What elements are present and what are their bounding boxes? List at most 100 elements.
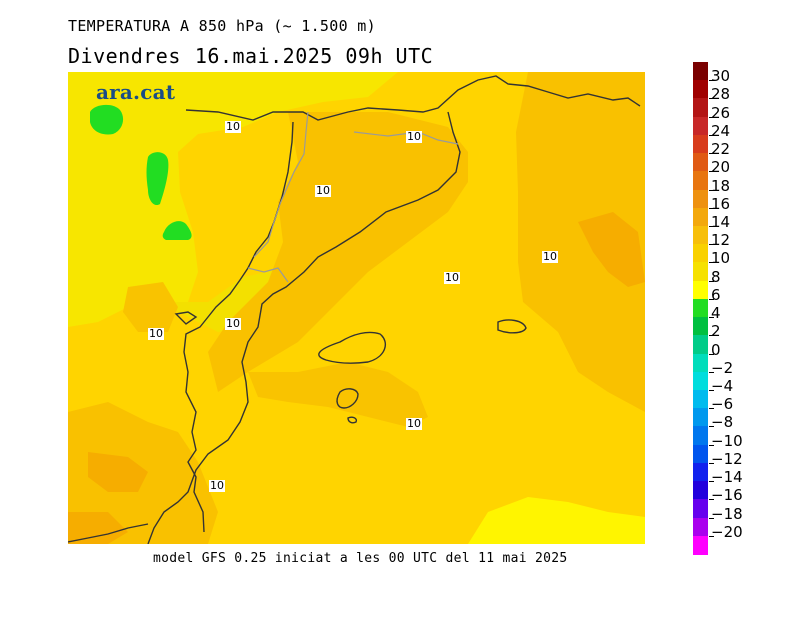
contour-label: 10 xyxy=(209,479,225,492)
colorbar-segment xyxy=(693,535,708,555)
colorbar-label: 4 xyxy=(711,304,721,323)
colorbar-label: 20 xyxy=(711,158,731,177)
colorbar-label: −16 xyxy=(711,486,743,505)
colorbar-tick xyxy=(709,371,714,373)
map-field xyxy=(68,72,645,544)
colorbar-tick xyxy=(709,444,714,446)
colorbar-tick xyxy=(709,98,714,100)
contour-label: 10 xyxy=(315,184,331,197)
colorbar-tick xyxy=(709,226,714,227)
colorbar-label: −20 xyxy=(711,522,743,541)
colorbar-label: −10 xyxy=(711,431,743,450)
colorbar-label: 14 xyxy=(711,213,731,231)
colorbar-label: 18 xyxy=(711,176,731,195)
colorbar-tick xyxy=(709,116,714,118)
colorbar-label: 2 xyxy=(711,322,721,341)
colorbar-label: 10 xyxy=(711,249,731,268)
colorbar-label: 0 xyxy=(711,340,721,359)
colorbar-tick xyxy=(709,517,714,519)
colorbar-label: 12 xyxy=(711,231,731,250)
contour-label: 10 xyxy=(406,417,422,430)
colorbar-label: −2 xyxy=(711,358,734,377)
map-title: TEMPERATURA A 850 hPa (~ 1.500 m) xyxy=(68,17,376,35)
contour-label: 10 xyxy=(542,250,558,263)
contour-label: 10 xyxy=(225,120,241,133)
colorbar-label: 24 xyxy=(711,121,731,140)
colorbar-tick xyxy=(709,499,714,501)
colorbar-tick xyxy=(709,535,714,537)
colorbar-segment xyxy=(693,462,708,482)
colorbar-segment xyxy=(693,317,708,336)
contour-label: 10 xyxy=(444,271,460,284)
temperature-colorbar xyxy=(693,62,708,555)
temperature-map xyxy=(68,72,645,544)
colorbar-tick xyxy=(709,426,714,428)
colorbar-tick xyxy=(709,317,714,319)
colorbar-label: 30 xyxy=(711,67,731,86)
colorbar-segment xyxy=(693,80,708,100)
colorbar-label: −4 xyxy=(711,377,734,395)
colorbar-label: 8 xyxy=(711,267,721,286)
colorbar-tick xyxy=(709,335,714,337)
colorbar-tick xyxy=(709,298,714,300)
field-green-3 xyxy=(162,221,192,240)
field-orange-deep-east xyxy=(578,212,645,287)
colorbar-label: −8 xyxy=(711,413,734,432)
coastlines xyxy=(68,75,641,544)
colorbar-label: −12 xyxy=(711,449,743,468)
colorbar-label: −18 xyxy=(711,504,743,523)
colorbar-segment xyxy=(693,189,708,209)
colorbar-tick xyxy=(709,481,714,483)
colorbar-label: 26 xyxy=(711,103,731,122)
colorbar-tick xyxy=(709,171,714,173)
colorbar-tick xyxy=(709,280,714,282)
colorbar-segment xyxy=(693,62,708,81)
field-orange-deep-sw-corner xyxy=(68,512,128,544)
colorbar-tick xyxy=(709,134,714,136)
colorbar-label: −14 xyxy=(711,468,743,487)
field-green-2 xyxy=(146,152,169,206)
colorbar-tick xyxy=(709,153,714,155)
field-orange-east xyxy=(516,72,645,412)
map-datetime: Divendres 16.mai.2025 09h UTC xyxy=(68,44,433,68)
colorbar-segment xyxy=(693,426,708,446)
contour-label: 10 xyxy=(225,317,241,330)
ara-cat-logo: ara.cat xyxy=(96,80,176,104)
colorbar-segment xyxy=(693,226,708,245)
colorbar-tick xyxy=(709,244,714,246)
colorbar-segment xyxy=(693,353,708,373)
colorbar-segment xyxy=(693,499,708,519)
colorbar-segment xyxy=(693,280,708,300)
colorbar-tick xyxy=(709,390,714,391)
model-info: model GFS 0.25 iniciat a les 00 UTC del … xyxy=(153,551,568,566)
colorbar-label: 16 xyxy=(711,194,731,213)
colorbar-segment xyxy=(693,116,708,136)
colorbar-tick xyxy=(709,462,714,464)
field-orange-west-patch xyxy=(123,282,178,332)
field-yellow-south xyxy=(468,497,645,544)
colorbar-tick xyxy=(709,189,714,191)
colorbar-segment xyxy=(693,335,708,355)
colorbar-segment xyxy=(693,298,708,318)
colorbar-label: 28 xyxy=(711,85,731,104)
field-orange-deep-southwest xyxy=(88,452,148,492)
colorbar-segment xyxy=(693,371,708,391)
colorbar-label: 22 xyxy=(711,140,731,159)
colorbar-segment xyxy=(693,244,708,264)
colorbar-segment xyxy=(693,134,708,154)
colorbar-tick xyxy=(709,353,714,355)
colorbar-segment xyxy=(693,390,708,409)
colorbar-tick xyxy=(709,80,714,82)
colorbar-segment xyxy=(693,98,708,118)
colorbar-tick xyxy=(709,408,714,410)
colorbar-tick xyxy=(709,262,714,264)
contour-label: 10 xyxy=(148,327,164,340)
colorbar-segment xyxy=(693,262,708,282)
contour-label: 10 xyxy=(406,130,422,143)
colorbar-segment xyxy=(693,408,708,428)
colorbar-segment xyxy=(693,153,708,172)
colorbar-segment xyxy=(693,517,708,537)
colorbar-segment xyxy=(693,481,708,500)
colorbar-label: −6 xyxy=(711,395,734,414)
colorbar-segment xyxy=(693,444,708,464)
